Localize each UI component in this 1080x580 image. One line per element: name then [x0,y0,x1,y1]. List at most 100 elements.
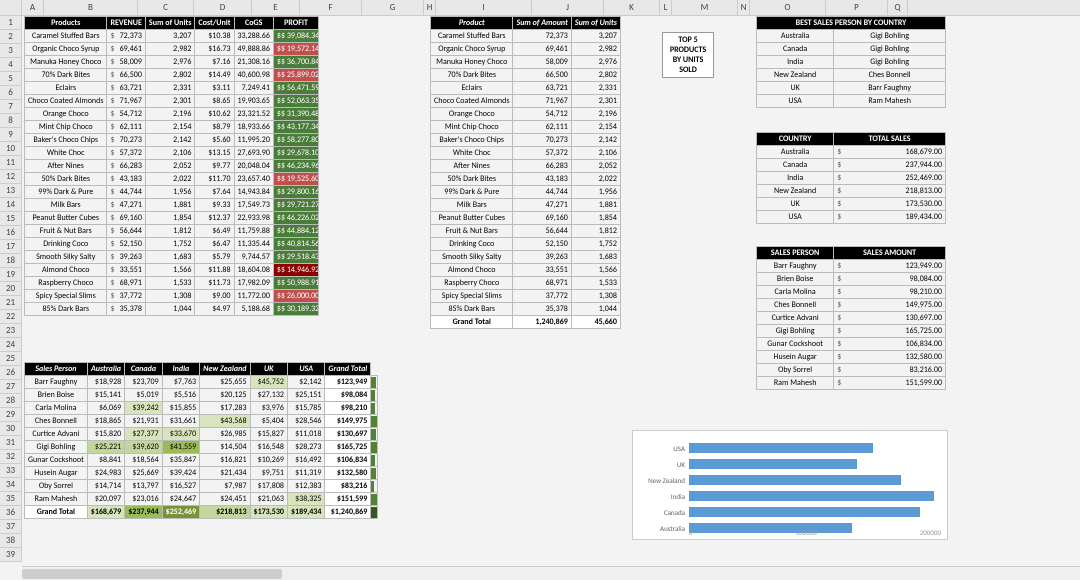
summary-row[interactable]: Fruit & Nut Bars56,6441,812 [431,225,621,238]
summary-row[interactable]: Drinking Coco52,1501,752 [431,238,621,251]
row-header[interactable]: 26 [0,366,22,380]
pivot-row[interactable]: Husein Augar$24,983$25,669$39,424$21,434… [25,467,378,480]
country-total-row[interactable]: New Zealand218,813.00 [757,185,946,198]
product-row[interactable]: Eclairs63,7212,331$3.117,249.41$ 56,471.… [25,82,319,95]
product-row[interactable]: Spicy Special Slims37,7721,308$9.0011,77… [25,290,319,303]
row-header[interactable]: 29 [0,408,22,422]
summary-row[interactable]: Choco Coated Almonds71,9672,301 [431,95,621,108]
col-header[interactable]: E [252,0,300,15]
summary-row[interactable]: Almond Choco33,5511,566 [431,264,621,277]
row-header[interactable]: 19 [0,268,22,282]
row-header[interactable]: 34 [0,478,22,492]
product-row[interactable]: Orange Choco54,7122,196$10.6223,321.52$ … [25,108,319,121]
col-header[interactable]: L [660,0,672,15]
col-header[interactable]: F [300,0,362,15]
horizontal-scrollbar[interactable] [22,566,1080,580]
col-header[interactable]: N [738,0,750,15]
product-row[interactable]: 85% Dark Bars35,3781,044$4.975,188.68$ 3… [25,303,319,316]
person-total-row[interactable]: Husein Augar132,580.00 [757,351,946,364]
product-row[interactable]: Peanut Butter Cubes69,1601,854$12.3722,9… [25,212,319,225]
row-header[interactable]: 28 [0,394,22,408]
row-header[interactable]: 14 [0,198,22,212]
row-header[interactable]: 38 [0,534,22,548]
row-header[interactable]: 27 [0,380,22,394]
row-header[interactable]: 20 [0,282,22,296]
product-row[interactable]: 99% Dark & Pure44,7441,956$7.6414,943.84… [25,186,319,199]
row-header[interactable]: 10 [0,142,22,156]
row-header[interactable]: 31 [0,436,22,450]
product-row[interactable]: 70% Dark Bites66,5002,802$14.4940,600.98… [25,69,319,82]
summary-row[interactable]: Eclairs63,7212,331 [431,82,621,95]
summary-row[interactable]: Organic Choco Syrup69,4612,982 [431,43,621,56]
summary-row[interactable]: Mint Chip Choco62,1112,154 [431,121,621,134]
row-header[interactable]: 16 [0,226,22,240]
summary-row[interactable]: Smooth Silky Salty39,2631,683 [431,251,621,264]
row-header[interactable]: 22 [0,310,22,324]
summary-row[interactable]: Milk Bars47,2711,881 [431,199,621,212]
col-header[interactable]: P [826,0,888,15]
product-row[interactable]: Raspberry Choco68,9711,533$11.7317,982.0… [25,277,319,290]
pivot-row[interactable]: Ches Bonnell$18,865$21,931$31,661$43,568… [25,415,378,428]
row-header[interactable]: 17 [0,240,22,254]
col-header[interactable]: Q [888,0,908,15]
product-row[interactable]: 50% Dark Bites43,1832,022$11.7023,657.40… [25,173,319,186]
col-header[interactable]: B [44,0,138,15]
product-row[interactable]: Manuka Honey Choco58,0092,976$7.1621,308… [25,56,319,69]
summary-row[interactable]: Raspberry Choco68,9711,533 [431,277,621,290]
country-total-row[interactable]: UK173,530.00 [757,198,946,211]
row-header[interactable]: 39 [0,548,22,562]
row-header[interactable]: 2 [0,30,22,44]
pivot-row[interactable]: Ram Mahesh$20,097$23,016$24,647$24,451$2… [25,493,378,506]
country-total-row[interactable]: India252,469.00 [757,172,946,185]
pivot-row[interactable]: Brien Boise$15,141$5,019$5,516$20,125$27… [25,389,378,402]
summary-row[interactable]: Spicy Special Slims37,7721,308 [431,290,621,303]
country-total-row[interactable]: Australia168,679.00 [757,146,946,159]
col-header[interactable]: D [194,0,252,15]
summary-row[interactable]: Manuka Honey Choco58,0092,976 [431,56,621,69]
row-header[interactable]: 36 [0,506,22,520]
row-header[interactable]: 5 [0,72,22,86]
summary-row[interactable]: Orange Choco54,7122,196 [431,108,621,121]
product-row[interactable]: Mint Chip Choco62,1112,154$8.7918,933.66… [25,121,319,134]
best-sales-row[interactable]: New ZealandChes Bonnell [757,69,946,82]
col-header[interactable]: O [750,0,826,15]
product-row[interactable]: Organic Choco Syrup69,4612,982$16.7349,8… [25,43,319,56]
pivot-row[interactable]: Barr Faughny$18,928$23,709$7,763$25,655$… [25,376,378,389]
row-header[interactable]: 6 [0,86,22,100]
country-total-row[interactable]: Canada237,944.00 [757,159,946,172]
row-header[interactable]: 37 [0,520,22,534]
best-sales-row[interactable]: AustraliaGigi Bohling [757,30,946,43]
row-header[interactable]: 30 [0,422,22,436]
product-row[interactable]: Caramel Stuffed Bars72,3733,207$10.3833,… [25,30,319,43]
pivot-row[interactable]: Gigi Bohling$25,221$39,620$41,559$14,504… [25,441,378,454]
best-sales-row[interactable]: CanadaGigi Bohling [757,43,946,56]
col-header[interactable]: I [436,0,532,15]
summary-row[interactable]: 85% Dark Bars35,3781,044 [431,303,621,316]
col-header[interactable]: G [362,0,424,15]
person-total-row[interactable]: Oby Sorrel83,216.00 [757,364,946,377]
person-total-row[interactable]: Barr Faughny123,949.00 [757,260,946,273]
product-row[interactable]: Almond Choco33,5511,566$11.8818,604.08$ … [25,264,319,277]
row-header[interactable]: 23 [0,324,22,338]
person-total-row[interactable]: Ches Bonnell149,975.00 [757,299,946,312]
product-row[interactable]: Drinking Coco52,1501,752$6.4711,335.44$ … [25,238,319,251]
product-row[interactable]: Fruit & Nut Bars56,6441,812$6.4911,759.8… [25,225,319,238]
product-row[interactable]: After Nines66,2832,052$9.7720,048.04$ 46… [25,160,319,173]
col-header[interactable]: K [604,0,660,15]
pivot-row[interactable]: Curtice Advani$15,820$27,377$33,670$26,9… [25,428,378,441]
person-total-row[interactable]: Ram Mahesh151,599.00 [757,377,946,390]
col-header[interactable]: J [532,0,604,15]
summary-row[interactable]: Baker's Choco Chips70,2732,142 [431,134,621,147]
product-row[interactable]: Choco Coated Almonds71,9672,301$8.6519,9… [25,95,319,108]
country-total-row[interactable]: USA189,434.00 [757,211,946,224]
col-header[interactable]: M [672,0,738,15]
person-total-row[interactable]: Gunar Cockshoot106,834.00 [757,338,946,351]
product-row[interactable]: Smooth Silky Salty39,2631,683$5.799,744.… [25,251,319,264]
row-header[interactable]: 15 [0,212,22,226]
summary-row[interactable]: 50% Dark Bites43,1832,022 [431,173,621,186]
pivot-row[interactable]: Gunar Cockshoot$8,841$18,564$35,847$16,8… [25,454,378,467]
row-header[interactable]: 9 [0,128,22,142]
row-header[interactable]: 33 [0,464,22,478]
summary-row[interactable]: 99% Dark & Pure44,7441,956 [431,186,621,199]
summary-row[interactable]: White Choc57,3722,106 [431,147,621,160]
